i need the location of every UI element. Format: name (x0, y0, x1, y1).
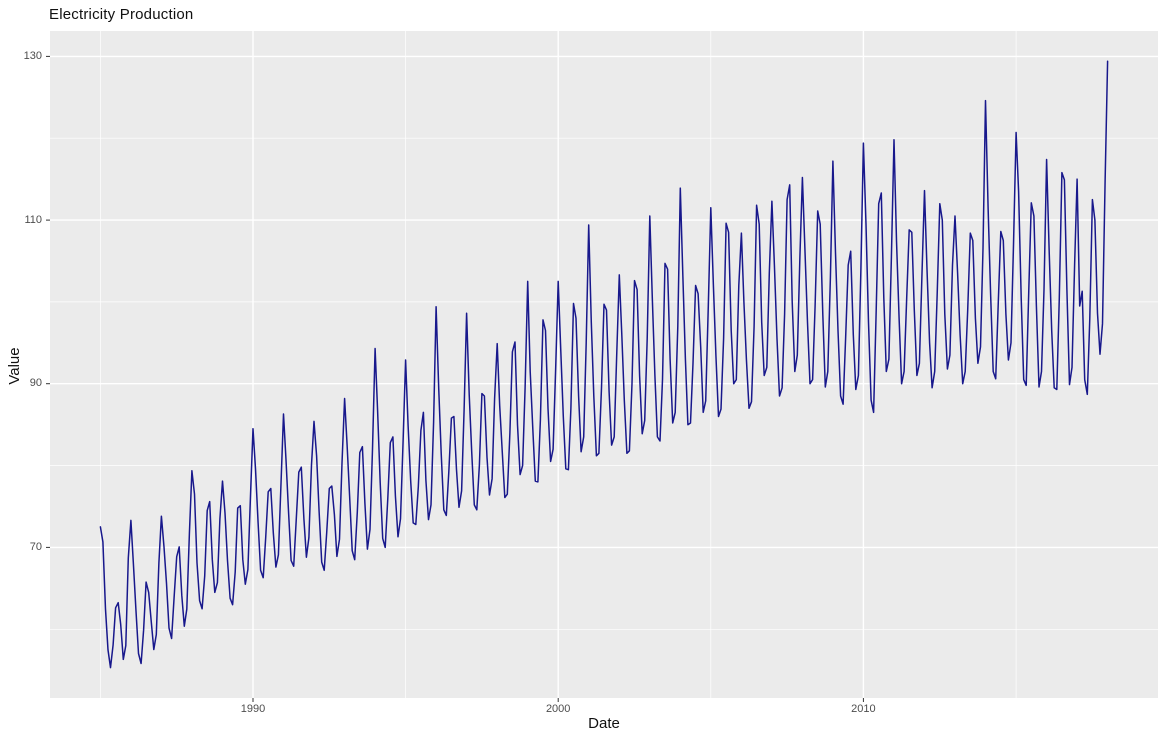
chart-title: Electricity Production (49, 6, 194, 23)
electricity-production-line (99, 60, 1109, 669)
plot-panel (50, 31, 1158, 698)
x-axis-title: Date (588, 715, 620, 732)
x-tick-label: 1990 (240, 703, 266, 715)
y-tick-label: 130 (23, 49, 42, 62)
x-tick-label: 2010 (851, 703, 876, 715)
y-tick-label: 110 (24, 213, 42, 226)
x-tick-label: 2000 (545, 703, 571, 715)
y-tick-label: 70 (29, 540, 42, 553)
y-tick-label: 90 (29, 377, 42, 390)
